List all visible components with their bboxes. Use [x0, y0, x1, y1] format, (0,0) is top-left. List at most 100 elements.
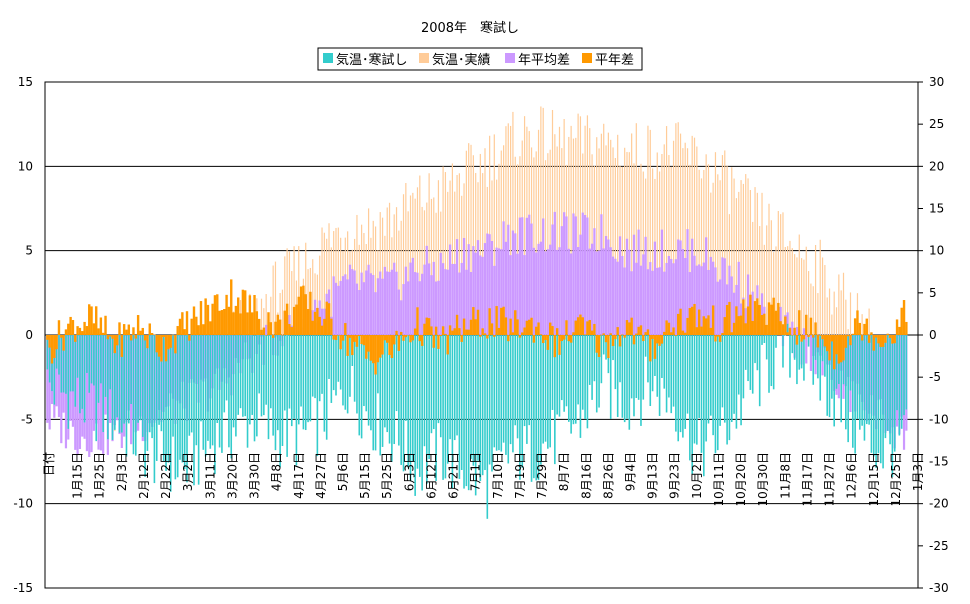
- bar: [684, 332, 687, 335]
- bar: [444, 333, 447, 335]
- bar: [539, 241, 542, 335]
- bar: [409, 262, 412, 335]
- bar: [670, 335, 673, 414]
- bar: [625, 238, 629, 335]
- bar: [48, 335, 51, 383]
- bar: [779, 321, 782, 335]
- bar: [872, 335, 875, 351]
- bar: [390, 335, 394, 359]
- bar: [305, 242, 307, 335]
- bar: [560, 335, 564, 342]
- bar: [265, 324, 268, 335]
- bar: [46, 335, 49, 370]
- bar: [481, 328, 484, 335]
- bar: [532, 247, 535, 335]
- left-tick-label: 5: [25, 244, 33, 258]
- bar: [270, 296, 272, 335]
- bar: [146, 335, 149, 349]
- bar: [83, 321, 86, 335]
- right-tick-label: -25: [929, 539, 949, 553]
- bar: [556, 249, 559, 335]
- bar: [756, 335, 759, 371]
- bar: [718, 335, 722, 342]
- bar: [402, 335, 405, 472]
- bar: [877, 335, 880, 344]
- bar: [232, 335, 235, 428]
- category-tick-label: 11月27日: [823, 452, 837, 507]
- category-tick-label: 1月25日: [93, 452, 107, 499]
- bar: [693, 335, 696, 444]
- bar: [418, 335, 422, 342]
- bar: [798, 234, 800, 335]
- bar: [787, 246, 789, 335]
- bar: [353, 335, 356, 402]
- bar: [803, 335, 805, 381]
- bar: [335, 335, 337, 396]
- bar: [381, 335, 384, 447]
- bar: [120, 335, 124, 357]
- category-tick-label: 10月30日: [756, 452, 770, 507]
- bar: [339, 335, 342, 350]
- category-tick-label: 4月27日: [314, 452, 328, 499]
- bar: [589, 128, 591, 335]
- bar: [512, 111, 514, 335]
- bar: [428, 263, 431, 335]
- category-tick-label: 3月20日: [225, 452, 239, 499]
- bar: [239, 335, 242, 409]
- bar: [551, 224, 554, 335]
- bar: [870, 335, 873, 453]
- bar: [227, 306, 231, 335]
- bar: [607, 132, 609, 335]
- bar: [519, 335, 521, 480]
- bar: [409, 335, 412, 343]
- bar: [702, 316, 706, 335]
- bar: [716, 281, 719, 335]
- bar: [267, 335, 270, 440]
- series-3: [46, 279, 908, 375]
- bar: [544, 335, 547, 341]
- bar: [724, 150, 726, 335]
- bar: [607, 239, 610, 335]
- bar: [716, 335, 719, 451]
- bar: [628, 335, 631, 430]
- bar: [214, 335, 216, 475]
- bar: [500, 150, 502, 335]
- bar: [337, 227, 339, 335]
- bar: [448, 325, 452, 335]
- bar: [865, 335, 868, 425]
- bar: [416, 272, 419, 335]
- bar: [686, 229, 689, 335]
- bar: [263, 335, 265, 416]
- bar: [160, 335, 163, 362]
- bar: [735, 335, 738, 429]
- bar: [444, 269, 447, 335]
- bar: [474, 252, 477, 335]
- bar: [376, 335, 380, 363]
- bar: [549, 149, 551, 335]
- bar: [225, 294, 228, 335]
- bar: [274, 335, 277, 451]
- bar: [624, 147, 626, 335]
- bar: [67, 323, 70, 335]
- bar: [600, 334, 603, 336]
- bar: [420, 335, 424, 346]
- bar: [902, 300, 906, 335]
- bar: [660, 229, 664, 335]
- bar: [370, 335, 372, 431]
- bar: [181, 312, 184, 335]
- bar: [447, 191, 449, 335]
- bar: [356, 214, 358, 335]
- bar: [849, 335, 852, 391]
- bar: [249, 335, 251, 425]
- bar: [137, 335, 139, 423]
- bar: [588, 319, 591, 335]
- bar: [330, 318, 333, 335]
- bar: [625, 320, 629, 335]
- bar: [632, 234, 636, 335]
- bar: [353, 270, 356, 335]
- bar: [160, 335, 163, 432]
- bar: [725, 304, 729, 335]
- bar: [95, 306, 98, 335]
- bar: [626, 335, 628, 419]
- bar: [234, 305, 238, 335]
